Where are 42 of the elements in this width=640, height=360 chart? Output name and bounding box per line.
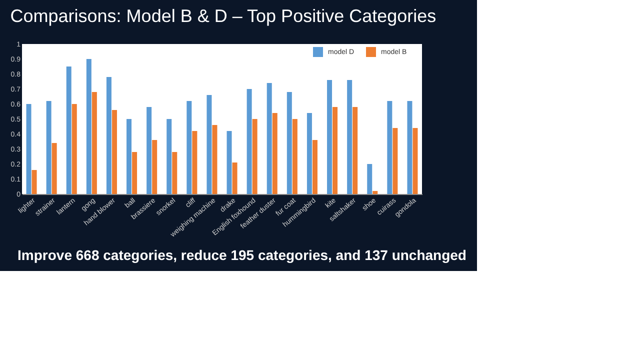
bar xyxy=(312,140,318,194)
bar xyxy=(166,119,172,194)
bar xyxy=(172,152,178,194)
chart-title: Comparisons: Model B & D – Top Positive Categories xyxy=(10,6,436,26)
bar xyxy=(192,131,198,194)
bar xyxy=(112,110,117,194)
bar xyxy=(46,101,52,194)
bar xyxy=(226,131,232,194)
bar xyxy=(266,83,272,194)
bar xyxy=(132,152,138,194)
bar xyxy=(272,113,278,194)
bar xyxy=(126,119,132,194)
bar xyxy=(252,119,258,194)
bar xyxy=(232,162,238,194)
bar xyxy=(86,59,92,194)
bar xyxy=(332,107,338,194)
bar xyxy=(106,77,112,194)
bar xyxy=(206,95,212,194)
bar xyxy=(387,101,392,194)
bar xyxy=(407,101,412,194)
bar xyxy=(327,80,332,194)
bar xyxy=(292,119,298,194)
bar xyxy=(306,113,312,194)
bar xyxy=(92,92,97,194)
bar xyxy=(32,170,37,194)
bar xyxy=(367,164,372,194)
bar xyxy=(392,128,398,194)
bar xyxy=(347,80,352,194)
bar xyxy=(186,101,192,194)
bar xyxy=(66,66,72,194)
bar xyxy=(26,104,32,194)
bar xyxy=(146,107,152,194)
bar xyxy=(246,89,252,194)
bar xyxy=(352,107,358,194)
bar xyxy=(286,92,292,194)
bar xyxy=(72,104,77,194)
bar xyxy=(212,125,218,194)
bar xyxy=(152,140,158,194)
bar xyxy=(52,143,57,194)
text: Improve 668 categories, reduce 195 categories, and 137 unchanged xyxy=(18,247,466,263)
bar xyxy=(412,128,418,194)
bar xyxy=(372,191,378,194)
